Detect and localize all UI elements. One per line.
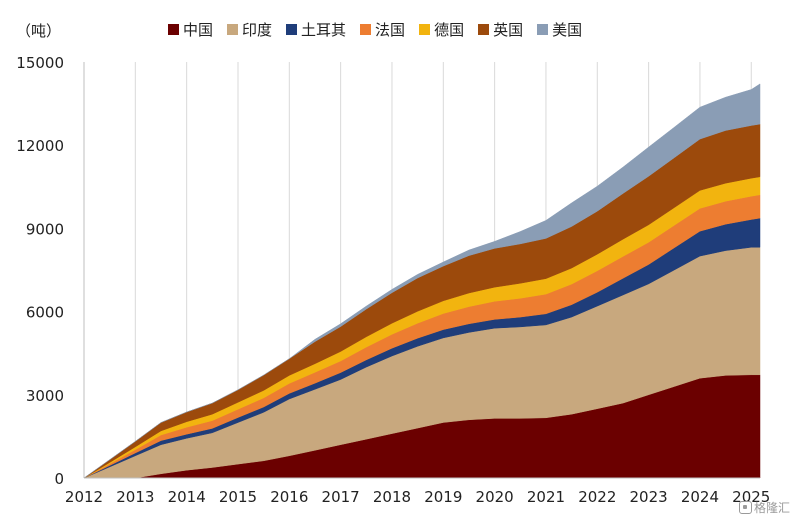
legend: 中国 印度 土耳其 法国 德国 英国 美国: [168, 19, 582, 40]
x-tick-labels: 2012 2013 2014 2015 2016 2017 2018 2019 2020 2021…: [65, 488, 770, 506]
x-tick-label: 2012: [65, 488, 103, 506]
y-tick-label: 15000: [16, 54, 64, 72]
y-unit-label: （吨）: [16, 22, 62, 40]
legend-label: 印度: [242, 21, 273, 39]
legend-label: 法国: [375, 21, 406, 39]
y-tick-label: 3000: [26, 387, 64, 405]
y-tick-label: 0: [54, 470, 64, 488]
y-tick-label: 9000: [26, 220, 64, 238]
stacked-areas: [83, 83, 761, 479]
legend-swatch: [419, 24, 431, 35]
legend-swatch: [286, 24, 298, 35]
x-tick-label: 2019: [424, 488, 462, 506]
watermark-logo-icon: [738, 501, 752, 514]
watermark: 格隆汇: [738, 499, 790, 516]
legend-item: 英国: [478, 19, 523, 40]
x-tick-label: 2014: [168, 488, 206, 506]
y-tick-label: 6000: [26, 304, 64, 322]
legend-item: 土耳其: [286, 19, 346, 40]
legend-item: 德国: [419, 19, 464, 40]
legend-swatch: [360, 24, 372, 35]
x-tick-label: 2020: [476, 488, 514, 506]
legend-label: 中国: [183, 21, 214, 39]
legend-item: 美国: [537, 19, 582, 40]
legend-swatch: [227, 24, 239, 35]
x-tick-label: 2017: [322, 488, 360, 506]
legend-item: 法国: [360, 19, 405, 40]
x-tick-label: 2015: [219, 488, 257, 506]
legend-item: 印度: [227, 19, 272, 40]
y-tick-labels: 0 3000 6000 9000 12000 15000: [16, 54, 64, 488]
x-tick-label: 2024: [681, 488, 719, 506]
area-series-6: [83, 83, 761, 479]
x-tick-label: 2016: [270, 488, 308, 506]
legend-swatch: [478, 24, 490, 35]
watermark-text: 格隆汇: [753, 501, 790, 515]
legend-swatch: [168, 24, 179, 35]
legend-label: 德国: [434, 21, 465, 39]
y-tick-label: 12000: [16, 137, 64, 155]
legend-label: 美国: [552, 21, 583, 39]
x-tick-label: 2021: [527, 488, 565, 506]
x-tick-label: 2023: [630, 488, 668, 506]
legend-swatch: [537, 24, 549, 35]
legend-item: 中国: [168, 19, 213, 40]
x-tick-label: 2013: [116, 488, 154, 506]
x-tick-label: 2018: [373, 488, 411, 506]
legend-label: 土耳其: [301, 21, 347, 39]
legend-label: 英国: [493, 21, 524, 39]
axes: [83, 62, 760, 479]
x-tick-label: 2022: [578, 488, 616, 506]
